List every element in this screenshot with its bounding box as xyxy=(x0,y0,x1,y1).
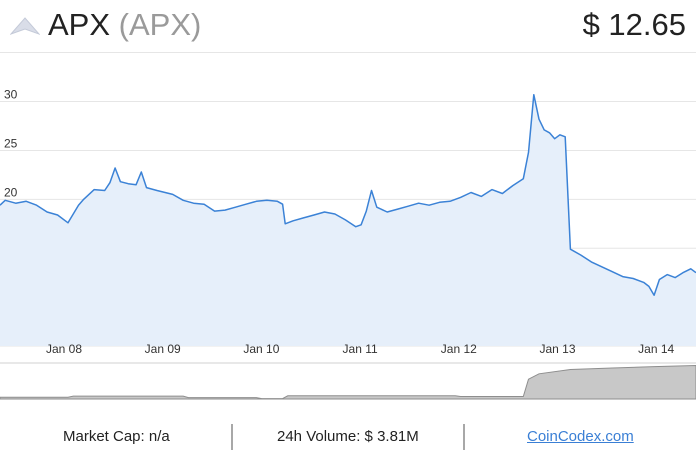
x-tick-label: Jan 14 xyxy=(638,342,674,356)
coin-header: APX (APX) $ 12.65 xyxy=(0,0,696,50)
footer-separator xyxy=(231,424,233,450)
volume-label: 24h Volume: $ 3.81M xyxy=(277,428,419,445)
x-tick-label: Jan 12 xyxy=(441,342,477,356)
x-tick-label: Jan 11 xyxy=(343,342,378,356)
y-tick-label: 20 xyxy=(4,185,18,199)
footer: Market Cap: n/a 24h Volume: $ 3.81M Coin… xyxy=(0,412,696,457)
coincodex-link[interactable]: CoinCodex.com xyxy=(527,428,634,445)
coin-symbol: (APX) xyxy=(118,7,202,42)
y-tick-label: 25 xyxy=(4,136,18,150)
price-line xyxy=(0,93,696,296)
x-axis-ticks: Jan 08 Jan 09 Jan 10 Jan 11 Jan 12 Jan 13 Jan … xyxy=(46,342,675,356)
volume-area xyxy=(0,364,696,400)
header-divider xyxy=(0,52,696,53)
coin-price: $ 12.65 xyxy=(582,7,686,42)
x-tick-label: Jan 08 xyxy=(46,342,82,356)
coin-logo-chevron-icon xyxy=(10,17,40,35)
coin-name: APX xyxy=(48,7,111,42)
range-navigator[interactable] xyxy=(0,362,696,400)
price-area xyxy=(0,93,696,346)
x-tick-label: Jan 13 xyxy=(539,342,575,356)
y-tick-label: 30 xyxy=(4,88,18,102)
x-tick-label: Jan 09 xyxy=(145,342,181,356)
coin-title: APX (APX) xyxy=(48,6,201,44)
price-area-fill xyxy=(0,94,696,346)
market-cap-label: Market Cap: n/a xyxy=(63,428,170,445)
footer-separator xyxy=(463,424,465,450)
x-tick-label: Jan 10 xyxy=(243,342,279,356)
